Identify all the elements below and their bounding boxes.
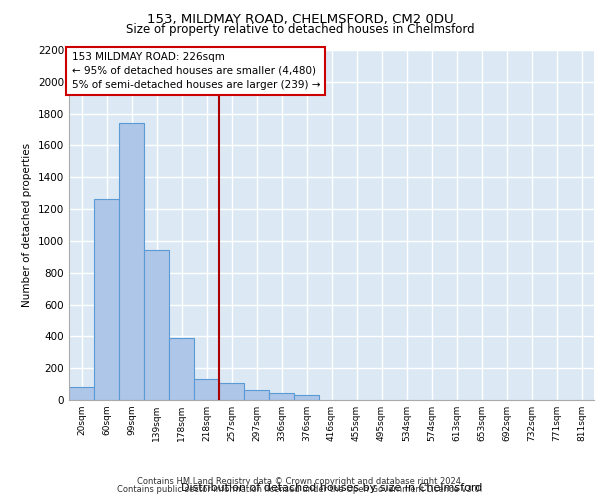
Text: Contains HM Land Registry data © Crown copyright and database right 2024.: Contains HM Land Registry data © Crown c… [137, 477, 463, 486]
Bar [244, 390, 269, 400]
Bar [94, 198, 119, 400]
Text: 153, MILDMAY ROAD, CHELMSFORD, CM2 0DU: 153, MILDMAY ROAD, CHELMSFORD, CM2 0DU [146, 12, 454, 26]
Text: 153 MILDMAY ROAD: 226sqm
← 95% of detached houses are smaller (4,480)
5% of semi: 153 MILDMAY ROAD: 226sqm ← 95% of detach… [71, 52, 320, 90]
Text: Size of property relative to detached houses in Chelmsford: Size of property relative to detached ho… [125, 24, 475, 36]
Bar [144, 250, 169, 400]
X-axis label: Distribution of detached houses by size in Chelmsford: Distribution of detached houses by size … [181, 483, 482, 493]
Bar [119, 123, 144, 400]
Bar [169, 338, 194, 400]
Bar [294, 395, 319, 400]
Bar [219, 384, 244, 400]
Y-axis label: Number of detached properties: Number of detached properties [22, 143, 32, 307]
Bar [69, 388, 94, 400]
Bar [194, 380, 219, 400]
Text: Contains public sector information licensed under the Open Government Licence v3: Contains public sector information licen… [118, 485, 482, 494]
Bar [269, 393, 294, 400]
